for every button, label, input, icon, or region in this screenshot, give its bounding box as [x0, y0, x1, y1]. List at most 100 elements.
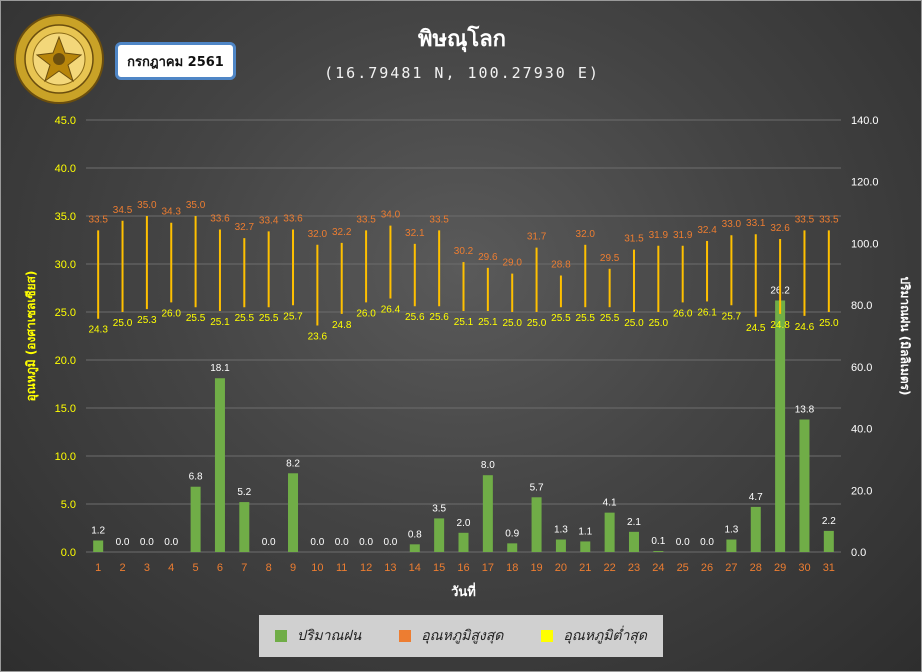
rain-value-label: 4.7	[749, 492, 763, 503]
tmin-value-label: 25.0	[527, 318, 547, 329]
x-tick-label: 20	[555, 562, 567, 574]
tmin-value-label: 26.0	[356, 308, 376, 319]
tmin-value-label: 25.1	[210, 317, 230, 328]
tmax-value-label: 32.2	[332, 227, 352, 238]
tmax-value-label: 33.5	[795, 214, 815, 225]
tmax-value-label: 29.6	[478, 252, 498, 263]
rain-value-label: 0.0	[359, 537, 373, 548]
chart-plot-area: 0.05.010.015.020.025.030.035.040.045.00.…	[24, 115, 912, 600]
tmax-value-label: 35.0	[186, 200, 206, 211]
tmin-value-label: 26.1	[697, 307, 717, 318]
rain-value-label: 18.1	[210, 363, 230, 374]
x-tick-label: 27	[725, 562, 737, 574]
tmax-value-label: 31.7	[527, 232, 547, 243]
legend-item-tmax: อุณหภูมิสูงสุด	[399, 625, 503, 647]
tmax-value-label: 33.5	[356, 214, 376, 225]
tmin-value-label: 25.5	[186, 313, 206, 324]
tmax-value-label: 33.5	[429, 214, 449, 225]
x-tick-label: 13	[384, 562, 396, 574]
rain-value-label: 2.0	[457, 518, 471, 529]
rain-bar	[434, 518, 445, 552]
x-tick-label: 15	[433, 562, 445, 574]
rain-bar	[507, 543, 518, 552]
meteorological-department-seal-icon	[14, 14, 104, 104]
tmin-value-label: 25.0	[819, 318, 839, 329]
rain-value-label: 0.0	[164, 537, 178, 548]
y-tick-right: 140.0	[851, 115, 879, 127]
y-tick-left: 40.0	[55, 163, 76, 175]
tmax-value-label: 34.0	[381, 210, 401, 221]
x-tick-label: 25	[677, 562, 689, 574]
tmin-value-label: 25.5	[600, 313, 620, 324]
rain-value-label: 2.1	[627, 517, 641, 528]
rain-value-label: 6.8	[189, 472, 203, 483]
rain-bar	[190, 486, 201, 552]
rain-value-label: 3.5	[432, 503, 446, 514]
x-tick-label: 17	[482, 562, 494, 574]
chart-subtitle: (16.79481 N, 100.27930 E)	[324, 64, 600, 82]
tmin-value-label: 25.7	[722, 311, 742, 322]
tmin-value-label: 25.0	[113, 318, 133, 329]
tmin-value-label: 25.7	[283, 311, 303, 322]
legend-swatch-tmax	[399, 630, 412, 642]
y-tick-right: 80.0	[851, 300, 872, 312]
rain-value-label: 0.0	[676, 537, 690, 548]
rain-value-label: 1.2	[91, 525, 105, 536]
y-tick-left: 0.0	[61, 547, 76, 559]
tmax-value-label: 33.6	[283, 213, 303, 224]
rain-bar	[288, 473, 299, 552]
legend-item-rain: ปริมาณฝน	[274, 625, 362, 647]
legend-label-rain: ปริมาณฝน	[296, 628, 362, 644]
tmin-value-label: 24.5	[746, 323, 766, 334]
rain-value-label: 13.8	[795, 405, 815, 416]
legend-swatch-rain	[274, 630, 287, 642]
tmin-value-label: 25.5	[259, 313, 279, 324]
tmax-value-label: 32.7	[235, 222, 255, 233]
legend-item-tmin: อุณหภูมิต่ำสุด	[541, 625, 647, 647]
tmin-value-label: 24.8	[770, 320, 790, 331]
rain-value-label: 1.3	[724, 525, 738, 536]
tmax-value-label: 32.0	[308, 229, 328, 240]
tmax-value-label: 32.6	[770, 223, 790, 234]
x-tick-label: 4	[168, 562, 174, 574]
x-tick-label: 16	[457, 562, 469, 574]
x-tick-label: 21	[579, 562, 591, 574]
rain-bar	[775, 300, 786, 552]
x-tick-label: 29	[774, 562, 786, 574]
rain-bar	[239, 502, 250, 552]
tmax-value-label: 28.8	[551, 260, 571, 271]
rain-bar	[653, 551, 664, 552]
y-tick-right: 20.0	[851, 485, 872, 497]
rain-bar	[580, 541, 591, 552]
y-tick-right: 0.0	[851, 547, 866, 559]
tmin-value-label: 24.8	[332, 320, 352, 331]
rain-value-label: 0.0	[335, 537, 349, 548]
rain-bar	[214, 378, 225, 552]
x-tick-label: 30	[798, 562, 810, 574]
legend-label-tmax: อุณหภูมิสูงสุด	[421, 628, 504, 644]
tmax-value-label: 33.4	[259, 215, 279, 226]
tmax-value-label: 33.5	[819, 214, 839, 225]
tmin-value-label: 25.0	[502, 318, 522, 329]
x-tick-label: 12	[360, 562, 372, 574]
tmax-value-label: 29.5	[600, 253, 620, 264]
rain-value-label: 4.1	[603, 498, 617, 509]
x-tick-label: 5	[193, 562, 199, 574]
rain-value-label: 0.0	[700, 537, 714, 548]
tmax-value-label: 30.2	[454, 246, 474, 257]
rain-value-label: 0.1	[651, 536, 665, 547]
tmax-value-label: 31.9	[649, 230, 669, 241]
legend-swatch-tmin	[541, 630, 554, 642]
x-tick-label: 19	[530, 562, 542, 574]
x-tick-label: 7	[241, 562, 247, 574]
rain-value-label: 8.0	[481, 460, 495, 471]
y-tick-left: 35.0	[55, 211, 76, 223]
rain-bar	[726, 539, 737, 552]
month-label: กรกฎาคม 2561	[115, 42, 236, 80]
rain-bar	[823, 530, 834, 552]
y-tick-right: 120.0	[851, 177, 879, 189]
x-tick-label: 24	[652, 562, 664, 574]
rain-value-label: 8.2	[286, 458, 300, 469]
tmax-value-label: 32.1	[405, 228, 425, 239]
rain-value-label: 0.0	[310, 537, 324, 548]
